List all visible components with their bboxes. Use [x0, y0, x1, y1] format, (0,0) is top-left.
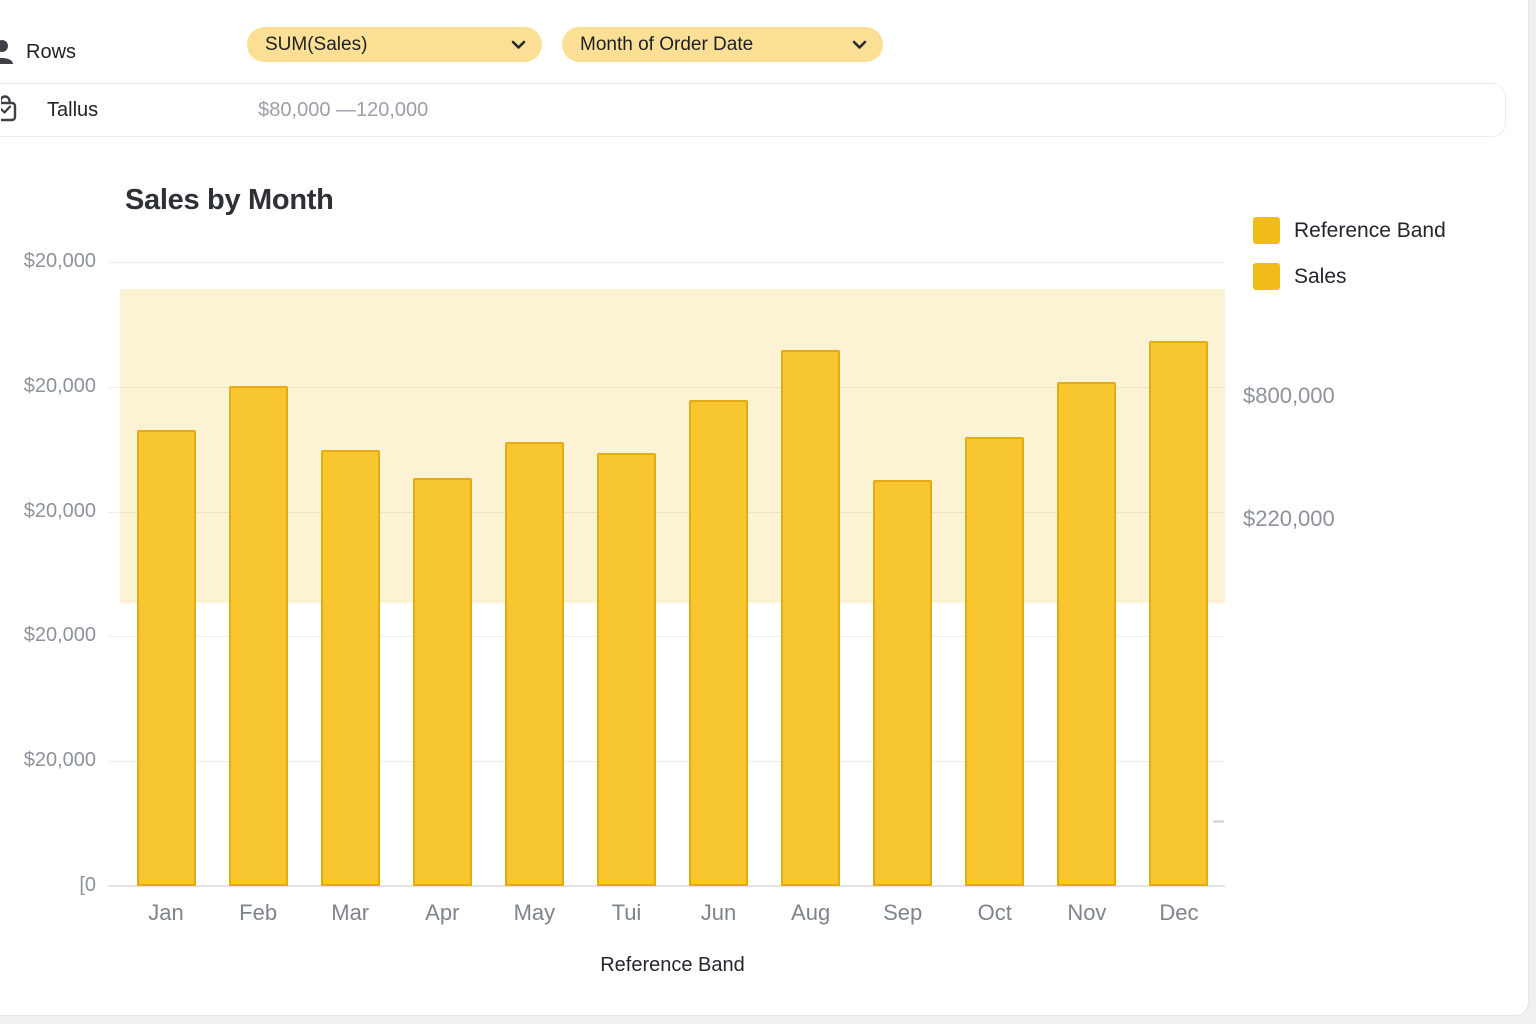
- y-axis-label: [0: [79, 874, 96, 896]
- x-axis-label: Dec: [1159, 900, 1199, 925]
- legend-label: Sales: [1294, 264, 1347, 288]
- rows-label: Rows: [26, 40, 77, 63]
- legend-swatch: [1253, 263, 1280, 290]
- bar-sep[interactable]: [873, 479, 933, 886]
- x-axis-title: Reference Band: [600, 954, 745, 976]
- bar-jan[interactable]: [136, 430, 196, 886]
- x-axis-label: Mar: [331, 900, 370, 925]
- bar-apr[interactable]: [412, 477, 472, 886]
- legend-swatch: [1253, 217, 1280, 244]
- bar-tui[interactable]: [596, 452, 656, 886]
- y-axis-label: $20,000: [23, 624, 96, 647]
- x-axis-line: [108, 885, 1225, 887]
- y-axis-label: $20,000: [23, 749, 96, 772]
- gridline: [108, 386, 1225, 388]
- reference-band: [120, 288, 1225, 603]
- filter-row[interactable]: Tallus $80,000 —120,000: [0, 83, 1506, 137]
- legend-item-reference-band[interactable]: Reference Band: [1253, 217, 1446, 244]
- legend-item-sales[interactable]: Sales: [1253, 263, 1347, 290]
- x-axis-label: Jan: [148, 900, 184, 925]
- gridline: [108, 636, 1225, 638]
- y-axis-label: $20,000: [23, 250, 96, 272]
- bar-aug[interactable]: [781, 349, 841, 886]
- gridline: [108, 761, 1225, 763]
- filter-label: Tallus: [47, 98, 99, 121]
- rows-field: Rows: [0, 38, 76, 66]
- month-of-order-date-dropdown-label: Month of Order Date: [580, 33, 754, 55]
- person-icon: [0, 38, 16, 66]
- bar-jun[interactable]: [689, 399, 749, 886]
- right-axis-label: $220,000: [1243, 506, 1335, 531]
- bar-may[interactable]: [504, 441, 564, 886]
- x-axis-label: Aug: [791, 900, 831, 925]
- chevron-down-icon: [852, 40, 867, 49]
- gridline: [108, 262, 1225, 263]
- filter-value: $80,000 —120,000: [258, 98, 429, 121]
- bar-mar[interactable]: [320, 449, 380, 886]
- axis-tick: [1213, 820, 1224, 823]
- right-axis-label: $800,000: [1243, 383, 1335, 408]
- x-axis-label: Feb: [239, 900, 278, 925]
- chart-title: Sales by Month: [125, 184, 334, 216]
- x-axis-label: Jun: [700, 900, 737, 925]
- bar-dec[interactable]: [1149, 340, 1209, 886]
- x-axis-label: Tui: [611, 900, 642, 925]
- y-axis-label: $20,000: [23, 374, 96, 397]
- bar-feb[interactable]: [228, 385, 288, 886]
- sum-sales-dropdown[interactable]: SUM(Sales): [247, 27, 542, 62]
- x-axis-label: Sep: [883, 900, 923, 925]
- x-axis-label: May: [513, 900, 556, 925]
- sum-sales-dropdown-label: SUM(Sales): [265, 33, 368, 55]
- x-axis-label: Apr: [425, 900, 460, 925]
- gridline: [108, 511, 1225, 513]
- x-axis-label: Nov: [1067, 900, 1107, 925]
- month-of-order-date-dropdown[interactable]: Month of Order Date: [562, 27, 883, 62]
- chevron-down-icon: [511, 40, 526, 49]
- bar-nov[interactable]: [1057, 381, 1117, 886]
- y-axis-label: $20,000: [23, 499, 96, 522]
- x-axis-label: Oct: [977, 900, 1012, 925]
- legend-label: Reference Band: [1294, 218, 1446, 242]
- bag-icon: [1, 94, 39, 126]
- bar-oct[interactable]: [965, 436, 1025, 886]
